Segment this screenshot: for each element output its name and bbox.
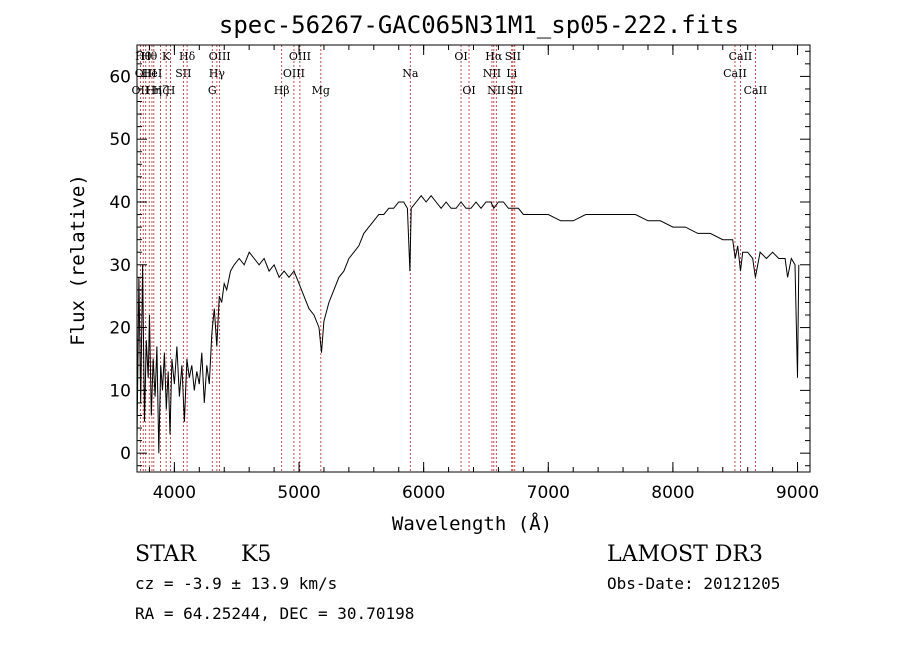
line-label-22: Hα [485, 50, 503, 63]
y-tick-label-5: 50 [109, 130, 131, 150]
line-label-12: Hγ [209, 67, 226, 80]
line-label-24: Li [506, 67, 517, 80]
spectral-line-markers [139, 45, 756, 472]
redshift-cz: cz = -3.9 ± 13.9 km/s [135, 574, 337, 593]
line-label-23: NII [487, 84, 505, 97]
y-tick-label-2: 20 [109, 319, 131, 339]
y-axis-label: Flux (relative) [67, 174, 89, 346]
y-tick-label-4: 40 [109, 193, 131, 213]
line-label-20: OI [462, 84, 475, 97]
line-label-21: NII [483, 67, 501, 80]
line-label-4: HeI [142, 67, 162, 80]
line-label-15: OIII [283, 67, 305, 80]
line-label-0: OII [132, 84, 150, 97]
y-tick-label-6: 60 [109, 67, 131, 87]
line-label-14: Hβ [274, 84, 290, 97]
plot-frame [136, 44, 811, 473]
object-subclass: K5 [241, 542, 271, 567]
line-label-10: Hδ [179, 50, 196, 63]
ra-dec-coordinates: RA = 64.25244, DEC = 30.70198 [135, 604, 414, 623]
x-tick-label-1: 5000 [277, 483, 320, 503]
line-label-27: CaII [723, 67, 747, 80]
y-tick-label-1: 10 [109, 381, 131, 401]
line-label-17: Mg [312, 84, 330, 97]
x-tick-label-0: 4000 [153, 483, 196, 503]
line-label-25: SII [505, 50, 521, 63]
object-class: STAR [135, 542, 197, 567]
line-label-29: CaII [744, 84, 768, 97]
line-label-9: SII [175, 67, 191, 80]
spectrum-series-line [136, 194, 800, 454]
line-label-5: Hη [146, 84, 162, 97]
line-label-8: H [166, 84, 176, 97]
line-label-1: Hθ [135, 50, 152, 63]
observation-date: Obs-Date: 20121205 [607, 574, 780, 593]
x-tick-label-4: 8000 [651, 483, 694, 503]
line-label-28: CaII [729, 50, 753, 63]
survey-name: LAMOST DR3 [607, 542, 763, 567]
y-tick-label-0: 0 [120, 444, 131, 464]
line-label-26: SII [507, 84, 523, 97]
line-label-3: Hθ [141, 50, 158, 63]
x-tick-label-3: 7000 [527, 483, 570, 503]
line-label-13: OIII [209, 50, 231, 63]
line-label-11: G [208, 84, 217, 97]
x-axis-label: Wavelength (Å) [392, 512, 552, 535]
line-label-18: Na [402, 67, 419, 80]
line-label-7: K [162, 50, 171, 63]
chart-title: spec-56267-GAC065N31M1_sp05-222.fits [219, 11, 739, 39]
y-axis-ticks: 0 10 20 30 40 50 60 [109, 50, 810, 467]
x-axis-ticks: 4000 5000 6000 7000 8000 9000 [148, 45, 819, 503]
x-tick-label-2: 6000 [402, 483, 445, 503]
y-tick-label-3: 30 [109, 256, 131, 276]
line-label-16: OIII [289, 50, 311, 63]
x-tick-label-5: 9000 [776, 483, 819, 503]
line-label-6: Hζ [153, 84, 169, 97]
line-label-19: OI [454, 50, 467, 63]
